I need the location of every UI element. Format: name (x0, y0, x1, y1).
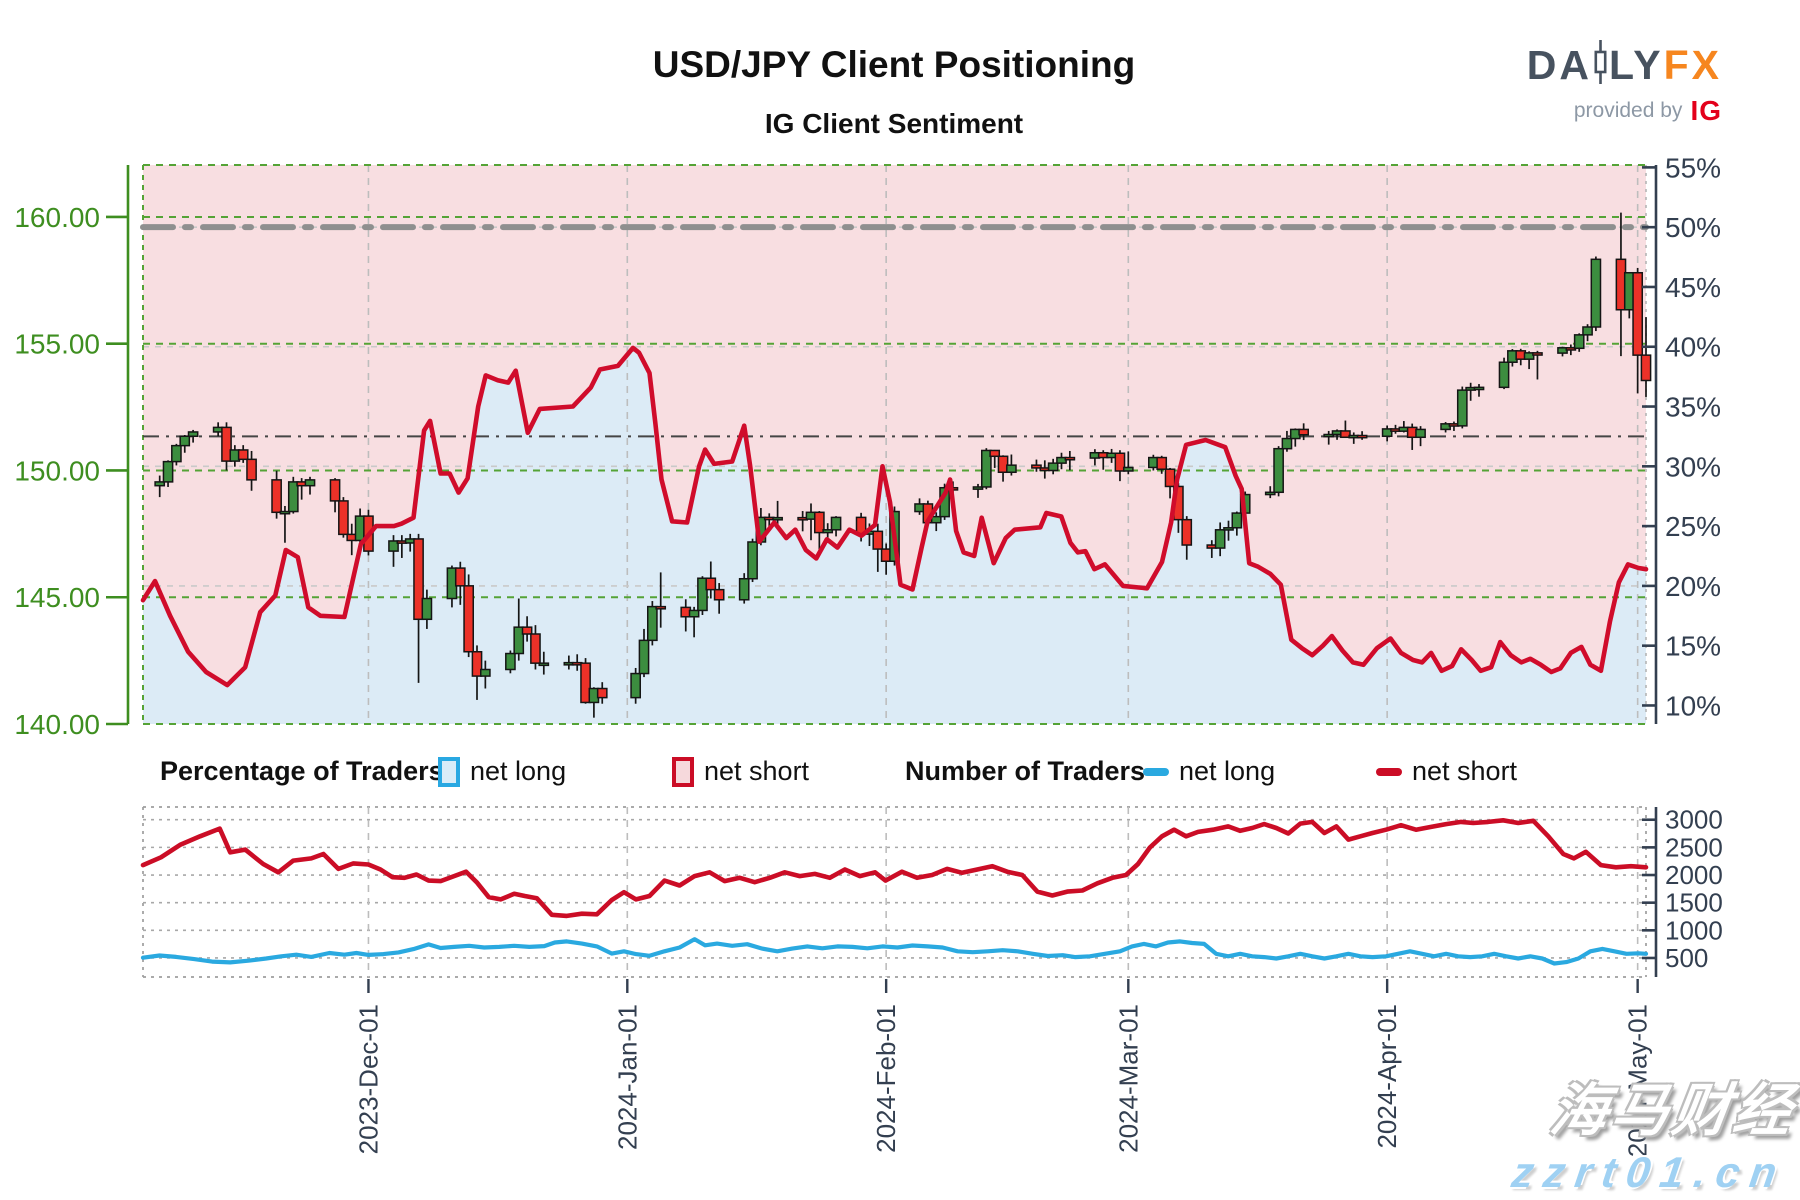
watermark-url: zzrt01.cn (1508, 1149, 1790, 1197)
net-short-label: net short (1412, 756, 1518, 786)
svg-text:140.00: 140.00 (14, 709, 100, 740)
logo-text-ly: LY (1608, 42, 1664, 88)
svg-text:1000: 1000 (1665, 915, 1723, 945)
legend: Percentage of Traders net long net short… (0, 748, 1800, 794)
svg-text:2500: 2500 (1665, 832, 1723, 862)
watermark: 海马财经 zzrt01.cn (1509, 1065, 1800, 1198)
ig-logo: IG (1690, 95, 1722, 126)
net-short-area-swatch (672, 756, 694, 787)
svg-text:2024-May-01: 2024-May-01 (1623, 1004, 1653, 1157)
candlestick-icon (1594, 40, 1607, 91)
watermark-brand: 海马财经 (1546, 1079, 1800, 1143)
svg-text:15%: 15% (1665, 631, 1721, 662)
svg-text:20%: 20% (1665, 571, 1721, 602)
svg-text:2024-Jan-01: 2024-Jan-01 (612, 1004, 642, 1150)
svg-text:50%: 50% (1665, 212, 1721, 243)
svg-text:25%: 25% (1665, 511, 1721, 542)
dailyfx-wordmark: DA LY FX (1527, 40, 1722, 91)
provided-by-label: provided by (1573, 99, 1683, 122)
net-long-line-swatch (1143, 767, 1169, 776)
svg-text:500: 500 (1665, 943, 1708, 973)
legend-number-title: Number of Traders (905, 756, 1146, 786)
logo-text-fx: FX (1663, 42, 1722, 88)
dailyfx-logo: DA LY FX provided by IG (1527, 40, 1722, 127)
net-short-label: net short (704, 756, 810, 786)
svg-text:35%: 35% (1665, 392, 1721, 423)
net-long-area-swatch (438, 756, 460, 787)
net-long-label: net long (1179, 756, 1276, 786)
legend-count-net-short: net short (1376, 756, 1517, 787)
svg-text:2024-Mar-01: 2024-Mar-01 (1113, 1004, 1143, 1153)
svg-text:160.00: 160.00 (14, 202, 100, 233)
svg-text:150.00: 150.00 (14, 455, 100, 486)
logo-text-da: DA (1526, 42, 1592, 88)
legend-percentage-title: Percentage of Traders (160, 756, 444, 786)
legend-count-net-long: net long (1143, 756, 1275, 787)
net-short-line-swatch (1376, 767, 1402, 776)
svg-text:40%: 40% (1665, 332, 1721, 363)
svg-text:2024-Feb-01: 2024-Feb-01 (871, 1004, 901, 1153)
svg-text:30%: 30% (1665, 451, 1721, 482)
svg-text:55%: 55% (1665, 152, 1721, 183)
legend-pct-net-long: net long (438, 756, 566, 787)
page-title: USD/JPY Client Positioning (652, 44, 1136, 85)
svg-text:155.00: 155.00 (14, 329, 100, 360)
svg-text:2024-Apr-01: 2024-Apr-01 (1372, 1004, 1402, 1149)
chart-title: IG Client Sentiment (764, 108, 1024, 139)
net-long-label: net long (470, 756, 567, 786)
svg-text:1500: 1500 (1665, 888, 1723, 918)
svg-text:10%: 10% (1665, 690, 1721, 721)
svg-text:3000: 3000 (1665, 805, 1723, 835)
legend-pct-net-short: net short (672, 756, 809, 787)
svg-text:45%: 45% (1665, 272, 1721, 303)
svg-text:2023-Dec-01: 2023-Dec-01 (353, 1004, 383, 1154)
svg-text:2000: 2000 (1665, 860, 1723, 890)
svg-text:145.00: 145.00 (14, 582, 100, 613)
